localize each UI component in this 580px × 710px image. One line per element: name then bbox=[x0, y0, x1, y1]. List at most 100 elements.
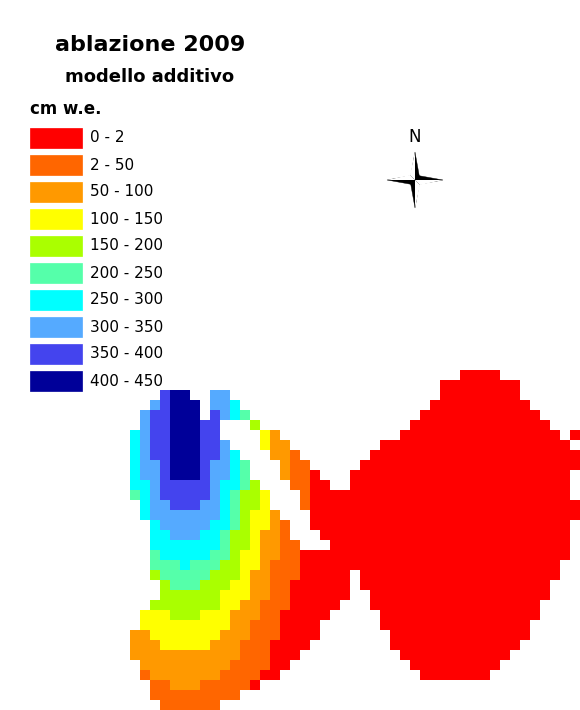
Bar bbox=[490, 390, 500, 400]
Polygon shape bbox=[410, 152, 420, 180]
Bar bbox=[320, 520, 330, 530]
Bar bbox=[330, 490, 340, 500]
Bar bbox=[130, 430, 140, 440]
Bar bbox=[540, 450, 550, 460]
Bar bbox=[160, 620, 170, 630]
Bar bbox=[380, 510, 390, 520]
Bar bbox=[280, 620, 290, 630]
Bar bbox=[420, 520, 430, 530]
Bar bbox=[160, 510, 170, 520]
Bar bbox=[500, 610, 510, 620]
Bar bbox=[350, 510, 360, 520]
Bar bbox=[260, 500, 270, 510]
Bar bbox=[260, 520, 270, 530]
Bar bbox=[220, 500, 230, 510]
Bar bbox=[460, 610, 470, 620]
Bar bbox=[140, 440, 150, 450]
Bar bbox=[410, 610, 420, 620]
Bar bbox=[350, 540, 360, 550]
Bar bbox=[190, 500, 200, 510]
Bar bbox=[170, 400, 180, 410]
Bar bbox=[420, 560, 430, 570]
Bar bbox=[280, 640, 290, 650]
Bar bbox=[390, 520, 400, 530]
Bar bbox=[510, 490, 520, 500]
Bar bbox=[400, 500, 410, 510]
Bar bbox=[160, 460, 170, 470]
Bar bbox=[200, 620, 210, 630]
Bar bbox=[360, 520, 370, 530]
Polygon shape bbox=[387, 175, 415, 185]
Bar bbox=[160, 570, 170, 580]
Bar bbox=[220, 680, 230, 690]
Bar bbox=[130, 490, 140, 500]
Bar bbox=[130, 630, 140, 640]
Bar bbox=[370, 550, 380, 560]
Bar bbox=[420, 640, 430, 650]
Bar bbox=[160, 610, 170, 620]
Bar bbox=[230, 520, 240, 530]
Bar bbox=[410, 490, 420, 500]
Bar bbox=[230, 580, 240, 590]
Bar bbox=[320, 500, 330, 510]
Bar bbox=[160, 550, 170, 560]
Bar bbox=[150, 410, 160, 420]
Bar bbox=[160, 450, 170, 460]
Bar bbox=[220, 460, 230, 470]
Bar bbox=[430, 530, 440, 540]
Bar bbox=[290, 600, 300, 610]
Bar bbox=[370, 580, 380, 590]
Bar bbox=[360, 460, 370, 470]
Bar bbox=[400, 610, 410, 620]
Bar bbox=[400, 430, 410, 440]
Bar bbox=[240, 560, 250, 570]
Bar bbox=[340, 510, 350, 520]
Bar bbox=[200, 420, 210, 430]
Bar bbox=[460, 510, 470, 520]
Bar bbox=[220, 450, 230, 460]
Bar bbox=[390, 470, 400, 480]
Bar bbox=[490, 430, 500, 440]
Bar bbox=[530, 470, 540, 480]
Bar bbox=[210, 500, 220, 510]
Bar bbox=[140, 620, 150, 630]
Bar bbox=[400, 640, 410, 650]
Bar bbox=[520, 550, 530, 560]
Bar bbox=[500, 510, 510, 520]
Bar bbox=[260, 540, 270, 550]
Bar bbox=[550, 520, 560, 530]
Bar bbox=[200, 510, 210, 520]
Bar bbox=[430, 650, 440, 660]
Bar bbox=[520, 570, 530, 580]
Bar bbox=[440, 550, 450, 560]
Bar bbox=[390, 530, 400, 540]
Bar bbox=[190, 680, 200, 690]
Bar bbox=[490, 400, 500, 410]
Bar bbox=[180, 510, 190, 520]
Bar bbox=[150, 440, 160, 450]
Bar bbox=[150, 650, 160, 660]
Bar bbox=[160, 660, 170, 670]
Bar bbox=[530, 610, 540, 620]
Bar bbox=[170, 470, 180, 480]
Bar bbox=[180, 630, 190, 640]
Bar bbox=[140, 490, 150, 500]
Bar bbox=[360, 500, 370, 510]
Bar bbox=[230, 660, 240, 670]
Bar bbox=[540, 520, 550, 530]
Bar bbox=[370, 500, 380, 510]
Bar bbox=[330, 570, 340, 580]
Bar bbox=[490, 550, 500, 560]
Bar bbox=[250, 420, 260, 430]
Bar bbox=[380, 560, 390, 570]
Bar bbox=[140, 640, 150, 650]
Bar bbox=[170, 680, 180, 690]
Bar bbox=[220, 620, 230, 630]
Bar bbox=[460, 650, 470, 660]
Bar bbox=[430, 560, 440, 570]
Bar bbox=[450, 630, 460, 640]
Bar bbox=[450, 560, 460, 570]
Bar bbox=[210, 650, 220, 660]
Bar bbox=[250, 680, 260, 690]
Bar bbox=[440, 490, 450, 500]
